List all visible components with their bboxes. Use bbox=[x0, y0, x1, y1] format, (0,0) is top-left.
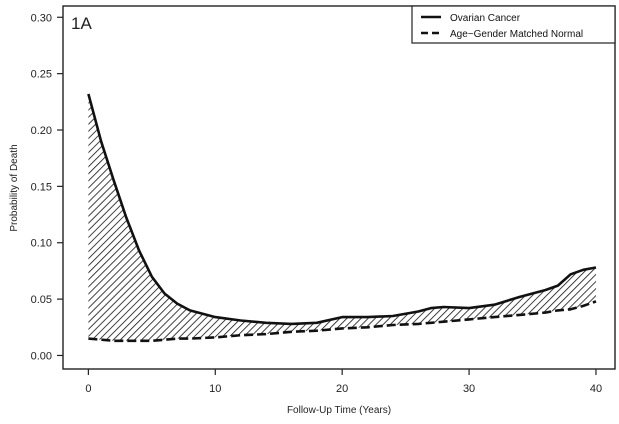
x-tick-label: 20 bbox=[336, 383, 348, 395]
y-axis-title: Probability of Death bbox=[9, 144, 20, 231]
legend: Ovarian Cancer Age−Gender Matched Normal bbox=[411, 5, 616, 44]
plot-frame bbox=[62, 5, 616, 370]
legend-label-ovarian-cancer: Ovarian Cancer bbox=[450, 13, 521, 24]
legend-box bbox=[411, 5, 616, 44]
x-axis-title: Follow-Up Time (Years) bbox=[287, 405, 391, 416]
y-tick-label: 0.15 bbox=[31, 181, 52, 193]
series-line-matched-normal bbox=[88, 300, 597, 343]
y-tick-label: 0.10 bbox=[31, 238, 52, 250]
x-tick-label: 0 bbox=[85, 383, 91, 395]
y-tick-label: 0.25 bbox=[31, 69, 52, 81]
hatched-region bbox=[88, 93, 597, 341]
y-tick-label: 0.05 bbox=[31, 294, 52, 306]
panel-label: 1A bbox=[71, 14, 92, 33]
x-tick-label: 10 bbox=[209, 383, 221, 395]
y-tick-label: 0.20 bbox=[31, 125, 52, 137]
y-tick-label: 0.00 bbox=[31, 350, 52, 362]
x-tick-label: 30 bbox=[463, 383, 475, 395]
legend-label-matched-normal: Age−Gender Matched Normal bbox=[450, 29, 583, 40]
x-tick-label: 40 bbox=[590, 383, 602, 395]
y-tick-label: 0.30 bbox=[31, 12, 52, 24]
series-line-ovarian-cancer bbox=[87, 93, 597, 326]
